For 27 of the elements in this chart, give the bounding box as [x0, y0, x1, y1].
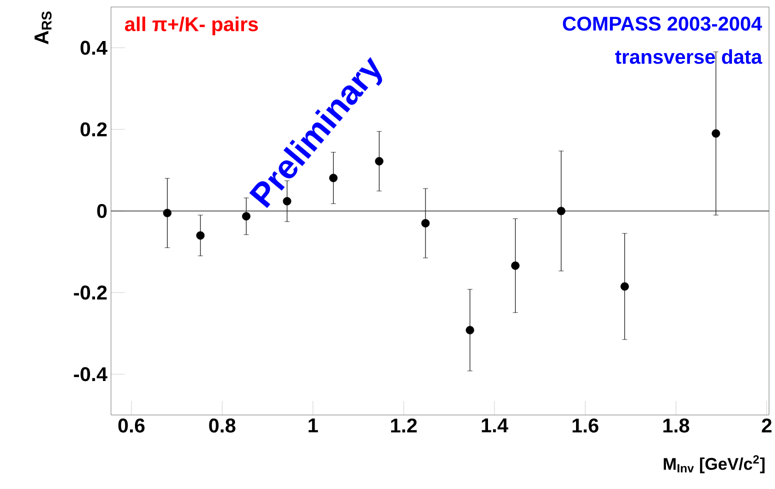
y-tick-label: 0.2 — [80, 122, 107, 136]
point — [421, 219, 430, 228]
annotation: transverse data — [615, 49, 762, 64]
y-axis-title: A$_{RS}$ — [34, 12, 52, 44]
point — [712, 129, 720, 138]
x-tick-label: 1 — [308, 418, 318, 432]
annotation: COMPASS 2003-2004 — [562, 16, 762, 31]
point — [163, 208, 172, 218]
point — [556, 206, 566, 216]
point — [620, 282, 629, 291]
x-tick-label: 1.8 — [663, 418, 690, 433]
point — [242, 212, 250, 220]
annotation: all π+/K- pairs — [124, 16, 258, 36]
x-tick-label: 1.4 — [482, 418, 508, 432]
y-tick-label: -0.2 — [74, 286, 107, 300]
x-tick-label: 1.6 — [572, 418, 598, 433]
x-tick-label: 0.6 — [118, 418, 145, 433]
point — [466, 326, 474, 334]
y-tick-label: -0.4 — [74, 367, 108, 382]
x-tick-label: 2 — [762, 418, 772, 432]
y-tick-label: 0.4 — [80, 40, 108, 55]
x-axis-title: M$_{Inv}$ [GeV/c$^{2}$] — [664, 455, 765, 474]
point — [196, 231, 205, 240]
x-tick-label: 0.8 — [209, 418, 236, 433]
point — [511, 261, 520, 270]
x-tick-label: 1.2 — [391, 418, 417, 432]
y-tick-label: 0 — [97, 204, 107, 218]
